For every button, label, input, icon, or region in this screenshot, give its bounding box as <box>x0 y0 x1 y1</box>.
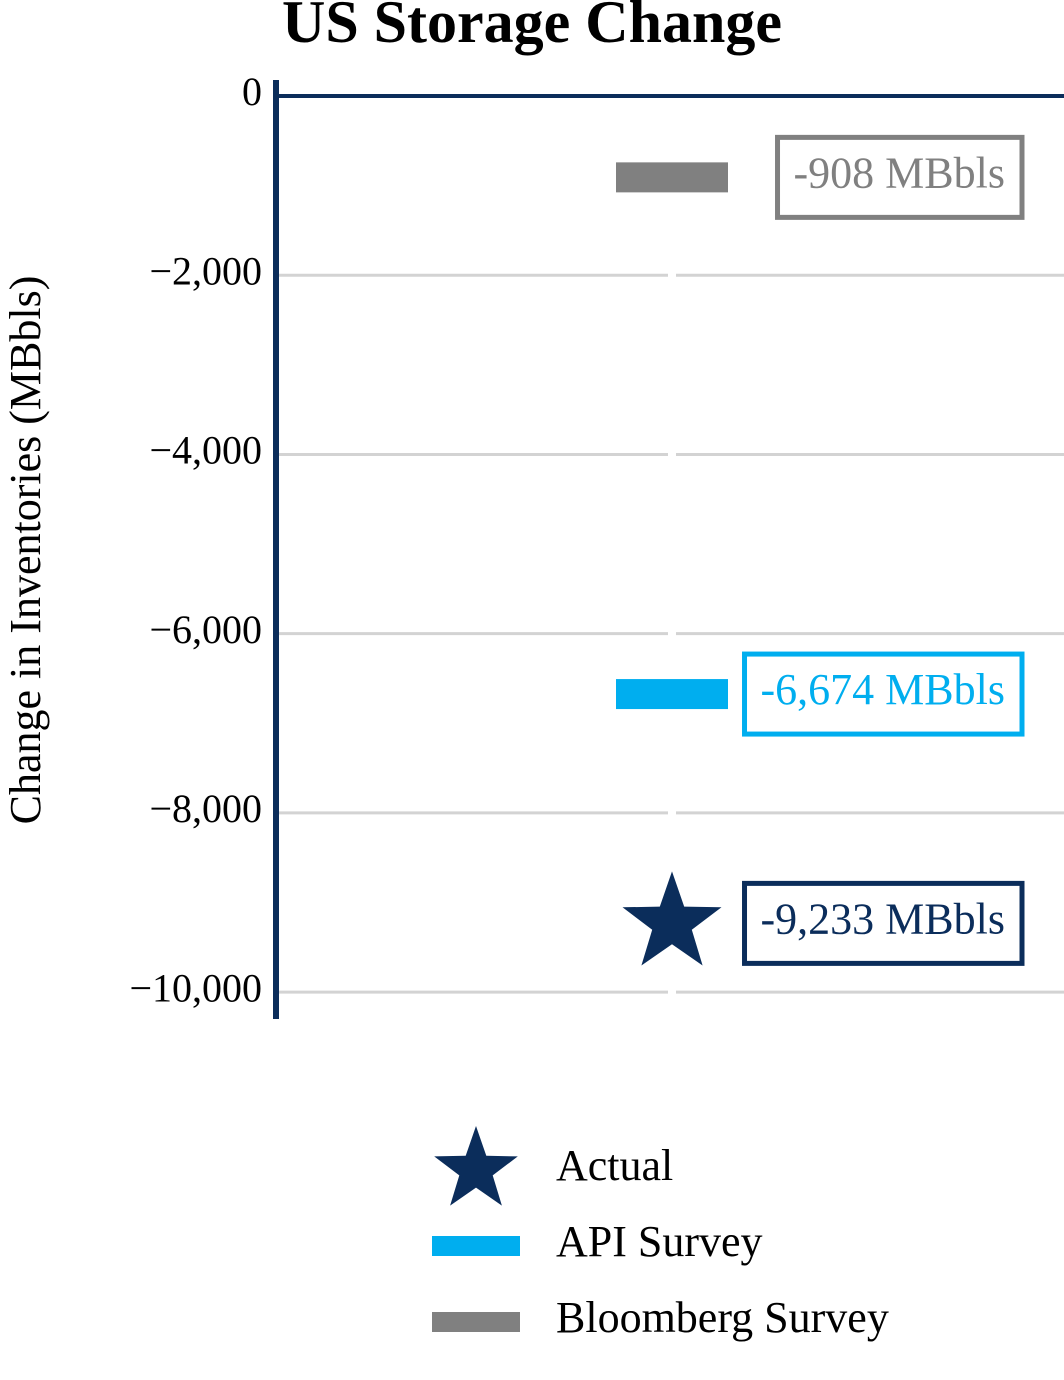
value-label-box <box>742 651 1025 737</box>
y-tick-label: 0 <box>242 69 262 114</box>
value-label-box <box>742 880 1025 966</box>
value-label: -9,233 MBbls <box>761 894 1005 943</box>
value-label-box <box>775 134 1025 220</box>
legend-dash <box>432 1236 520 1256</box>
y-tick-label: −4,000 <box>149 428 262 473</box>
y-tick-label: −2,000 <box>149 248 262 293</box>
legend-label: Bloomberg Survey <box>556 1293 889 1342</box>
chart-title: US Storage Change <box>282 0 782 55</box>
star-marker <box>622 871 722 966</box>
legend-star <box>434 1126 518 1206</box>
legend-label: API Survey <box>556 1217 763 1266</box>
y-tick-label: −6,000 <box>149 607 262 652</box>
dash-marker <box>616 162 728 193</box>
value-label: -6,674 MBbls <box>761 665 1005 714</box>
y-tick-label: −8,000 <box>149 786 262 831</box>
y-axis-label: Change in Inventories (MBbls) <box>1 276 50 825</box>
legend-dash <box>432 1312 520 1332</box>
y-tick-label: −10,000 <box>129 965 262 1010</box>
dash-marker <box>616 679 728 710</box>
legend-label: Actual <box>556 1141 673 1190</box>
value-label: -908 MBbls <box>794 148 1005 197</box>
